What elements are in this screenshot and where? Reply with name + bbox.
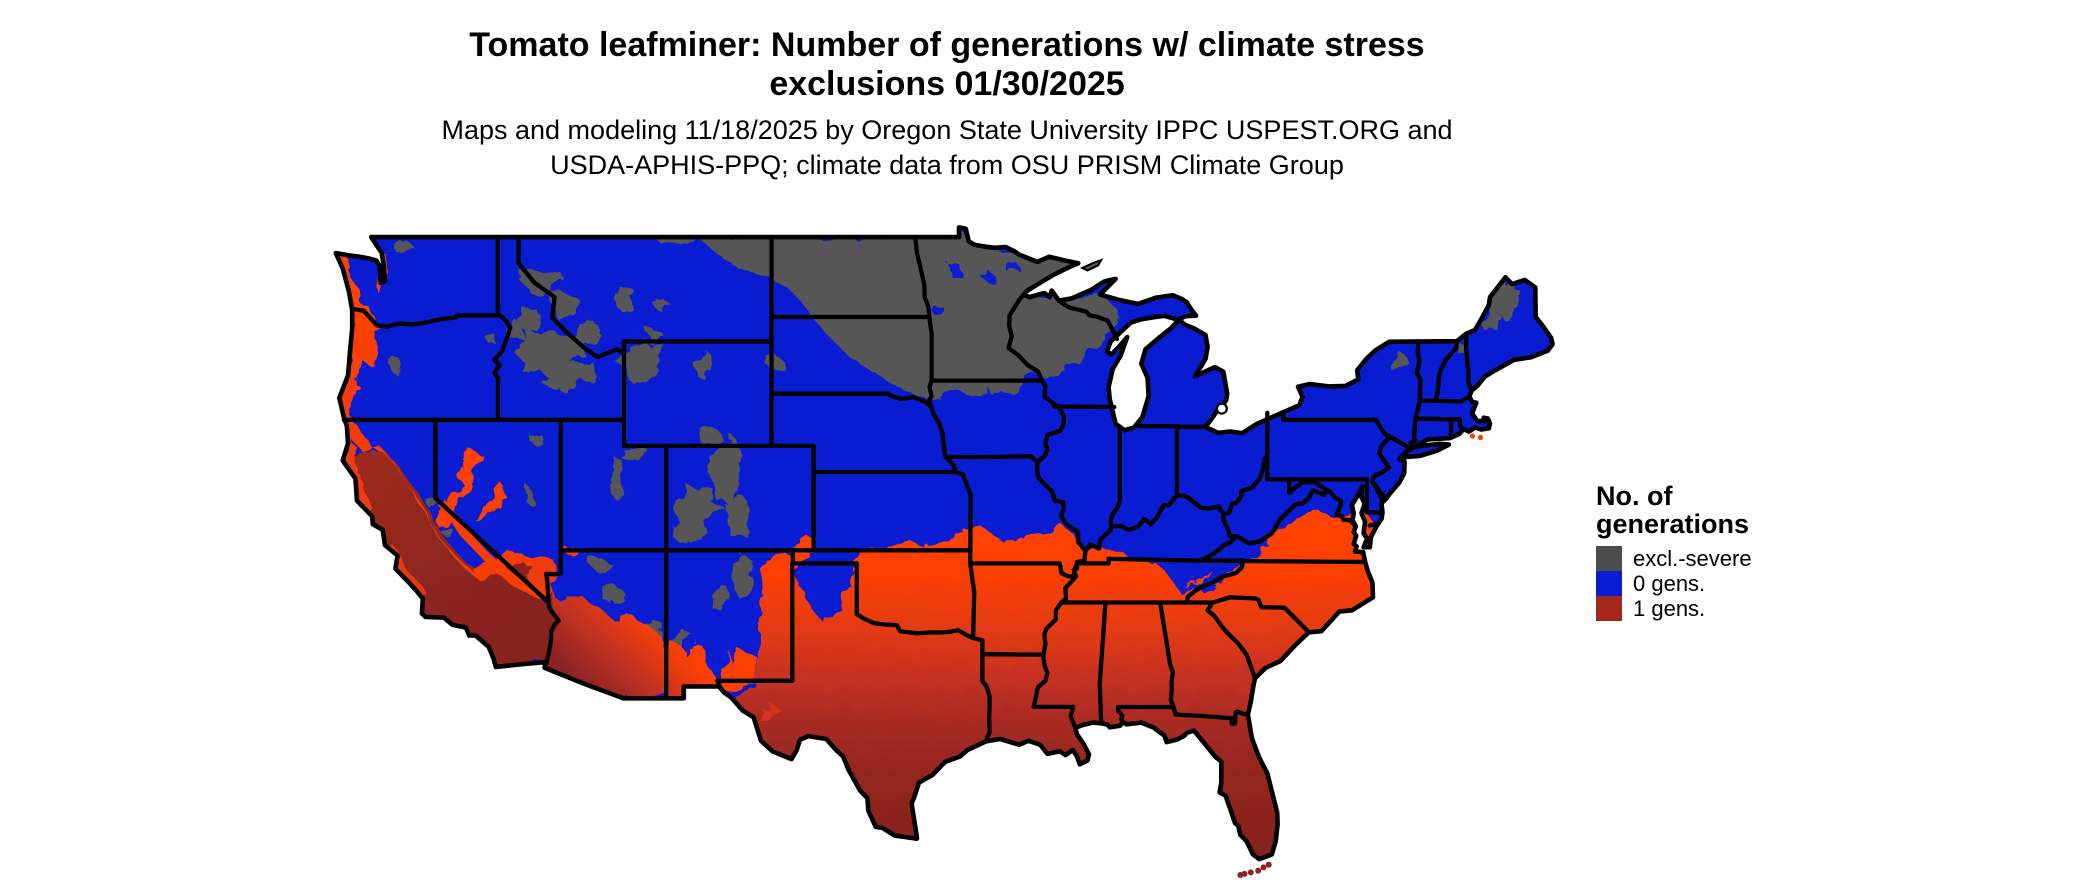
svg-text:generations: generations xyxy=(1596,509,1749,539)
svg-text:excl.-severe: excl.-severe xyxy=(1633,546,1752,571)
svg-text:No. of: No. of xyxy=(1596,481,1673,511)
svg-text:0 gens.: 0 gens. xyxy=(1633,571,1705,596)
svg-text:1 gens.: 1 gens. xyxy=(1633,596,1705,621)
